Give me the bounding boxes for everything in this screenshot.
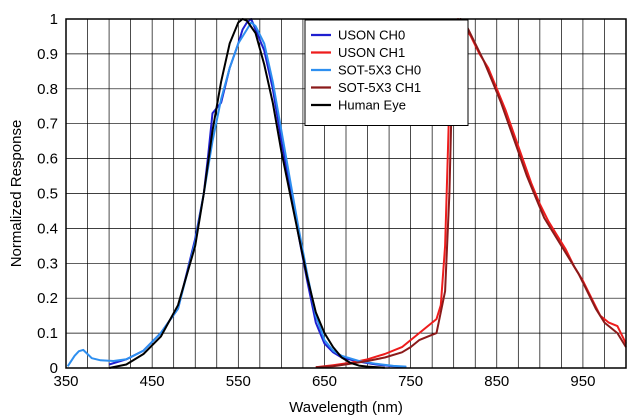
x-tick-label: 950 (570, 373, 595, 390)
y-tick-label: 0.4 (37, 220, 58, 237)
y-tick-label: 0.9 (37, 46, 58, 63)
x-axis-title: Wavelength (nm) (289, 399, 403, 415)
y-tick-label: 0 (50, 360, 58, 377)
series-lines (66, 18, 627, 369)
x-tick-label: 750 (398, 373, 423, 390)
series-line-sot-5x3-ch0 (66, 21, 407, 368)
y-tick-label: 0.7 (37, 116, 58, 133)
legend-label-human-eye: Human Eye (338, 98, 406, 113)
series-line-human-eye (108, 18, 385, 369)
legend: USON CH0 USON CH1 SOT-5X3 CH0 SOT-5X3 CH1 Hu… (304, 19, 469, 126)
x-tick-label: 450 (140, 373, 165, 390)
x-tick-label: 850 (484, 373, 509, 390)
y-tick-label: 1 (50, 11, 58, 28)
y-tick-label: 0.6 (37, 151, 58, 168)
legend-box (304, 19, 469, 126)
legend-label-sot-5x3-ch1: SOT-5X3 CH1 (338, 80, 421, 95)
y-axis-title: Normalized Response (8, 120, 25, 268)
legend-label-uson-ch0: USON CH0 (338, 28, 405, 43)
legend-label-uson-ch1: USON CH1 (338, 45, 405, 60)
axis-ticks: 350 450 550 650 750 850 950 0 0.1 0.2 0.3 0.4 0.5 0.6… (37, 11, 595, 390)
x-tick-label: 550 (226, 373, 251, 390)
x-tick-label: 350 (53, 373, 78, 390)
x-tick-label: 650 (312, 373, 337, 390)
grid (66, 19, 626, 368)
y-tick-label: 0.5 (37, 186, 58, 203)
y-tick-label: 0.8 (37, 81, 58, 98)
series-line-sot-5x3-ch1 (315, 18, 627, 369)
legend-label-sot-5x3-ch0: SOT-5X3 CH0 (338, 63, 421, 78)
y-tick-label: 0.1 (37, 325, 58, 342)
y-tick-label: 0.2 (37, 290, 58, 307)
plot-frame (65, 18, 627, 369)
y-tick-label: 0.3 (37, 255, 58, 272)
